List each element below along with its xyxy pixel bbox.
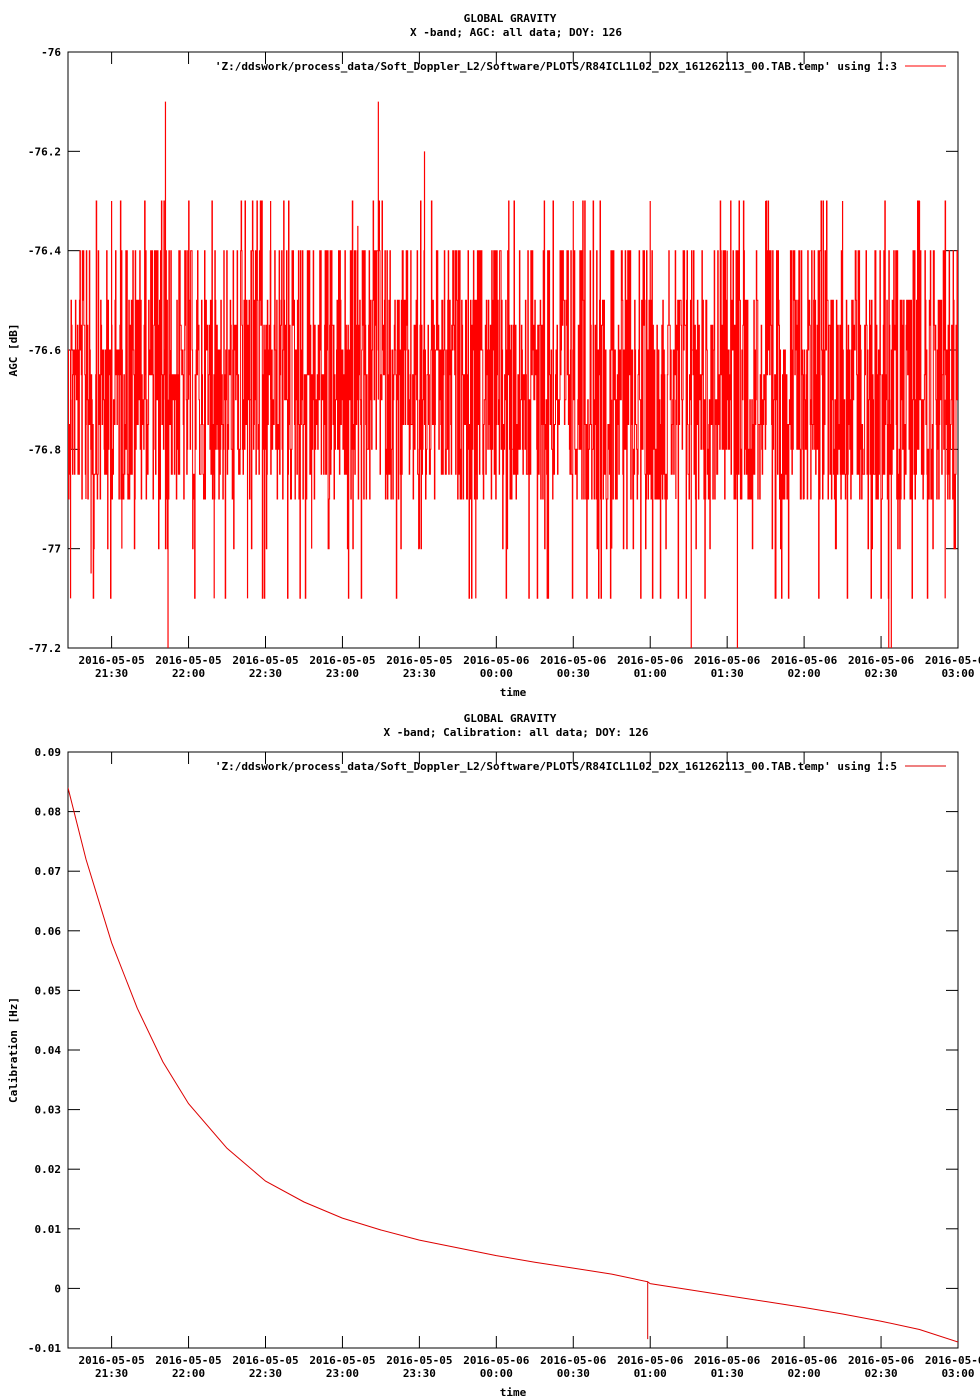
x-tick-label-time: 02:00 <box>788 1367 821 1380</box>
y-tick-label: -76.2 <box>28 145 61 158</box>
x-tick-label-date: 2016-05-06 <box>617 1354 684 1367</box>
y-axis-label: AGC [dB] <box>7 324 20 377</box>
y-tick-label: 0.08 <box>35 806 62 819</box>
x-tick-label-time: 00:00 <box>480 667 513 680</box>
y-tick-label: 0.03 <box>35 1104 62 1117</box>
chart-subtitle: X -band; Calibration: all data; DOY: 126 <box>384 726 649 739</box>
x-tick-label-date: 2016-05-05 <box>386 1354 452 1367</box>
x-tick-label-time: 00:00 <box>480 1367 513 1380</box>
x-tick-label-date: 2016-05-05 <box>155 654 221 667</box>
x-tick-label-date: 2016-05-06 <box>771 654 838 667</box>
x-tick-label-time: 23:00 <box>326 1367 359 1380</box>
x-tick-label-time: 03:00 <box>941 667 974 680</box>
chart-title: GLOBAL GRAVITY <box>464 12 557 25</box>
x-tick-label-date: 2016-05-06 <box>848 654 915 667</box>
x-tick-label-date: 2016-05-05 <box>155 1354 221 1367</box>
x-tick-label-date: 2016-05-05 <box>309 1354 375 1367</box>
series-line-calibration <box>68 787 958 1343</box>
x-tick-label-time: 22:30 <box>249 1367 282 1380</box>
x-tick-label-date: 2016-05-06 <box>694 654 761 667</box>
y-axis-label: Calibration [Hz] <box>7 997 20 1103</box>
x-tick-label-date: 2016-05-06 <box>925 1354 980 1367</box>
x-tick-label-time: 22:30 <box>249 667 282 680</box>
x-tick-label-time: 01:00 <box>634 1367 667 1380</box>
x-tick-label-time: 01:30 <box>711 667 744 680</box>
x-tick-label-time: 22:00 <box>172 1367 205 1380</box>
x-tick-label-date: 2016-05-05 <box>78 1354 144 1367</box>
y-tick-label: 0.06 <box>35 925 62 938</box>
x-tick-label-time: 02:30 <box>864 1367 897 1380</box>
x-tick-label-time: 22:00 <box>172 667 205 680</box>
y-tick-label: 0.01 <box>35 1223 62 1236</box>
legend-label: 'Z:/ddswork/process_data/Soft_Doppler_L2… <box>215 760 897 773</box>
x-tick-label-date: 2016-05-06 <box>617 654 684 667</box>
x-tick-label-time: 01:00 <box>634 667 667 680</box>
y-tick-label: -77.2 <box>28 642 61 655</box>
y-tick-label: 0.09 <box>35 746 62 759</box>
x-tick-label-time: 00:30 <box>557 667 590 680</box>
y-tick-label: -77 <box>41 543 61 556</box>
x-tick-label-time: 23:30 <box>403 667 436 680</box>
x-tick-label-date: 2016-05-06 <box>463 1354 530 1367</box>
x-tick-label-time: 21:30 <box>95 1367 128 1380</box>
x-tick-label-date: 2016-05-06 <box>540 1354 607 1367</box>
x-tick-label-date: 2016-05-06 <box>848 1354 915 1367</box>
x-tick-label-time: 02:30 <box>864 667 897 680</box>
y-tick-label: -76.6 <box>28 344 61 357</box>
x-tick-label-date: 2016-05-05 <box>232 654 298 667</box>
legend-label: 'Z:/ddswork/process_data/Soft_Doppler_L2… <box>215 60 897 73</box>
y-tick-label: 0.02 <box>35 1163 62 1176</box>
chart-title: GLOBAL GRAVITY <box>464 712 557 725</box>
y-tick-label: 0 <box>54 1282 61 1295</box>
y-tick-label: -76.8 <box>28 443 61 456</box>
x-axis-label: time <box>500 1386 527 1399</box>
y-tick-label: 0.07 <box>35 865 62 878</box>
x-tick-label-date: 2016-05-06 <box>771 1354 838 1367</box>
y-tick-label: -0.01 <box>28 1342 61 1355</box>
x-tick-label-date: 2016-05-06 <box>925 654 980 667</box>
x-tick-label-time: 01:30 <box>711 1367 744 1380</box>
x-tick-label-time: 00:30 <box>557 1367 590 1380</box>
x-tick-label-date: 2016-05-05 <box>386 654 452 667</box>
x-tick-label-time: 23:30 <box>403 1367 436 1380</box>
x-tick-label-date: 2016-05-05 <box>78 654 144 667</box>
y-tick-label: 0.04 <box>35 1044 62 1057</box>
y-tick-label: -76.4 <box>28 245 61 258</box>
y-tick-label: -76 <box>41 46 61 59</box>
y-tick-label: 0.05 <box>35 984 62 997</box>
x-tick-label-date: 2016-05-05 <box>309 654 375 667</box>
x-tick-label-date: 2016-05-05 <box>232 1354 298 1367</box>
x-tick-label-time: 03:00 <box>941 1367 974 1380</box>
x-tick-label-time: 02:00 <box>788 667 821 680</box>
x-axis-label: time <box>500 686 527 699</box>
chart-subtitle: X -band; AGC: all data; DOY: 126 <box>410 26 622 39</box>
x-tick-label-time: 23:00 <box>326 667 359 680</box>
series-line-agc <box>68 200 958 599</box>
x-tick-label-date: 2016-05-06 <box>694 1354 761 1367</box>
x-tick-label-date: 2016-05-06 <box>540 654 607 667</box>
x-tick-label-date: 2016-05-06 <box>463 654 530 667</box>
x-tick-label-time: 21:30 <box>95 667 128 680</box>
